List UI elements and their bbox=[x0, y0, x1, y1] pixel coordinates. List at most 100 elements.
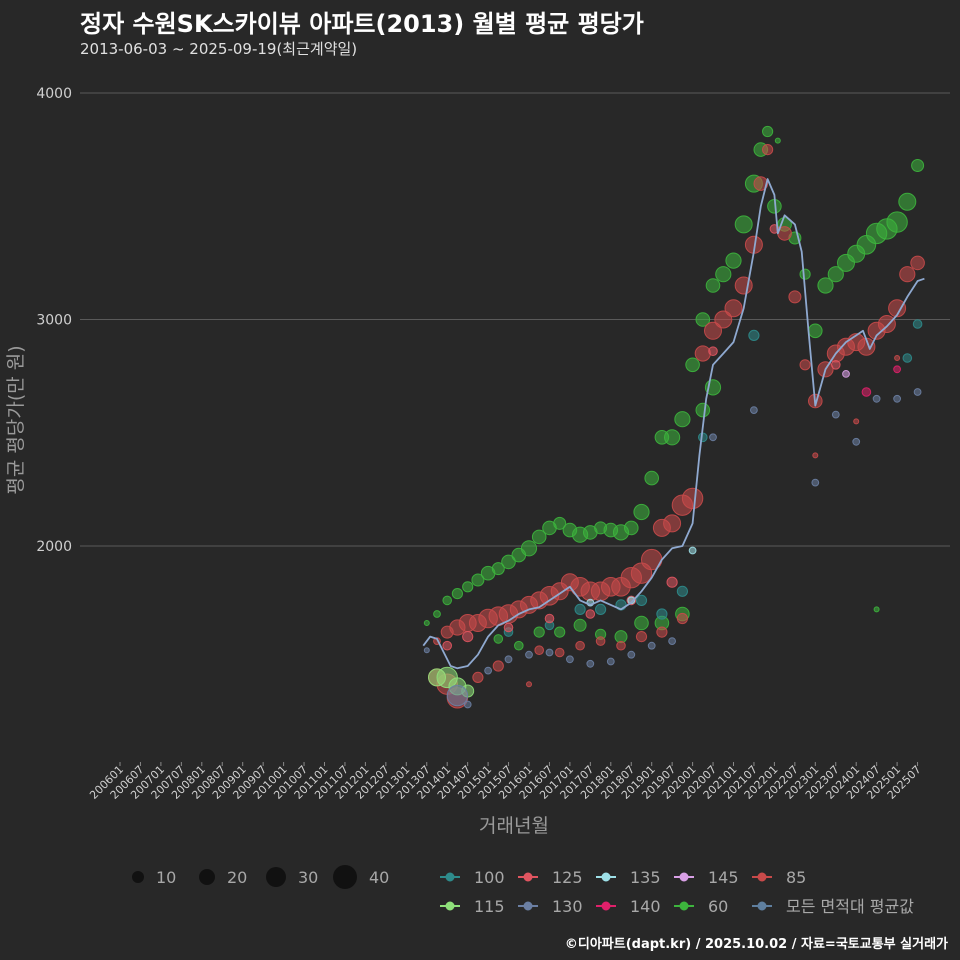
point-85 bbox=[656, 626, 668, 638]
grid-lines bbox=[80, 92, 950, 547]
legend-key-dot bbox=[445, 901, 455, 911]
point-85 bbox=[910, 255, 925, 271]
legend-label: 115 bbox=[474, 897, 505, 916]
point-125 bbox=[666, 576, 678, 588]
point-60 bbox=[433, 610, 441, 618]
point-60 bbox=[501, 554, 516, 570]
legend-size-dot bbox=[199, 869, 215, 885]
point-60 bbox=[533, 626, 545, 638]
chart-title: 정자 수원SK스카이뷰 아파트(2013) 월별 평균 평당가 bbox=[80, 10, 644, 38]
point-60 bbox=[493, 634, 504, 644]
point-100 bbox=[635, 594, 648, 607]
point-60 bbox=[624, 520, 639, 536]
legend-label: 모든 면적대 평균값 bbox=[786, 897, 914, 916]
point-60 bbox=[715, 266, 732, 283]
point-130 bbox=[463, 700, 472, 709]
point-135 bbox=[688, 546, 697, 555]
point-60 bbox=[442, 595, 453, 606]
point-60 bbox=[554, 626, 566, 638]
legend-key-dot bbox=[679, 901, 689, 911]
point-85 bbox=[635, 631, 648, 643]
point-60 bbox=[553, 516, 567, 530]
legend-size-dot bbox=[333, 865, 357, 889]
point-60 bbox=[827, 266, 844, 283]
point-60 bbox=[817, 277, 834, 294]
legend-size-label: 30 bbox=[298, 868, 318, 887]
point-100 bbox=[656, 608, 668, 620]
chart-subtitle: 2013-06-03 ~ 2025-09-19(최근계약일) bbox=[80, 40, 358, 58]
point-130 bbox=[627, 650, 636, 659]
y-axis-label: 평균 평당가(만 원) bbox=[5, 345, 27, 494]
point-85 bbox=[899, 266, 916, 283]
point-60 bbox=[705, 278, 721, 293]
point-125 bbox=[585, 609, 596, 619]
y-tick-label: 3000 bbox=[36, 313, 72, 329]
legend-label: 60 bbox=[708, 897, 728, 916]
average-line bbox=[422, 178, 925, 670]
point-85 bbox=[472, 671, 484, 684]
point-130 bbox=[586, 659, 595, 668]
point-100 bbox=[676, 585, 689, 597]
point-85 bbox=[753, 176, 769, 191]
point-60 bbox=[471, 573, 485, 587]
point-130 bbox=[525, 650, 533, 659]
point-85 bbox=[575, 640, 585, 651]
legend-label: 100 bbox=[474, 868, 505, 887]
legend-key-dot bbox=[757, 901, 767, 911]
point-85 bbox=[663, 514, 682, 533]
point-130 bbox=[913, 388, 922, 396]
point-60 bbox=[520, 540, 538, 557]
point-140 bbox=[861, 387, 872, 397]
point-60 bbox=[614, 630, 628, 644]
point-130 bbox=[872, 394, 881, 403]
point-60 bbox=[644, 470, 660, 486]
point-60 bbox=[898, 192, 917, 211]
point-85 bbox=[724, 299, 743, 318]
legend-label: 135 bbox=[630, 868, 661, 887]
point-60 bbox=[674, 411, 691, 428]
point-60 bbox=[911, 159, 925, 172]
point-130 bbox=[566, 655, 574, 664]
legend-label: 140 bbox=[630, 897, 661, 916]
point-60 bbox=[725, 252, 742, 269]
point-60 bbox=[664, 429, 681, 446]
footer-credit: ©디아파트(dapt.kr) / 2025.10.02 / 자료=국토교통부 실… bbox=[564, 937, 948, 952]
y-tick-label: 4000 bbox=[36, 86, 72, 102]
point-85 bbox=[694, 345, 711, 362]
legend-key-dot bbox=[601, 872, 611, 882]
point-130 bbox=[606, 657, 615, 666]
point-85 bbox=[492, 660, 504, 672]
point-85 bbox=[526, 681, 532, 688]
point-125 bbox=[503, 622, 514, 633]
legend-key-dot bbox=[679, 872, 689, 882]
legend-size-label: 40 bbox=[369, 868, 389, 887]
point-130 bbox=[893, 394, 901, 403]
point-125 bbox=[831, 360, 841, 370]
point-60 bbox=[762, 125, 774, 138]
point-85 bbox=[812, 452, 819, 459]
legend-key-dot bbox=[523, 901, 533, 911]
x-axis-label: 거래년월 bbox=[479, 815, 549, 837]
point-60 bbox=[734, 215, 753, 234]
scatter-points bbox=[423, 125, 925, 709]
point-85 bbox=[894, 355, 901, 361]
point-130 bbox=[668, 637, 676, 645]
legend-label: 145 bbox=[708, 868, 739, 887]
point-60 bbox=[514, 640, 524, 651]
legend-key-dot bbox=[757, 872, 767, 882]
point-60 bbox=[799, 268, 811, 280]
point-85 bbox=[853, 418, 860, 425]
point-60 bbox=[685, 357, 700, 373]
legend-size-label: 20 bbox=[227, 868, 247, 887]
point-85 bbox=[714, 310, 733, 329]
point-100 bbox=[574, 603, 586, 616]
point-100 bbox=[748, 329, 760, 341]
point-85 bbox=[762, 144, 774, 156]
point-140 bbox=[893, 365, 901, 374]
legend-size-label: 10 bbox=[156, 868, 176, 887]
legend-key-dot bbox=[445, 872, 455, 882]
point-130 bbox=[446, 684, 469, 707]
legend-label: 85 bbox=[786, 868, 806, 887]
legend-key-dot bbox=[523, 872, 533, 882]
point-85 bbox=[676, 612, 689, 625]
